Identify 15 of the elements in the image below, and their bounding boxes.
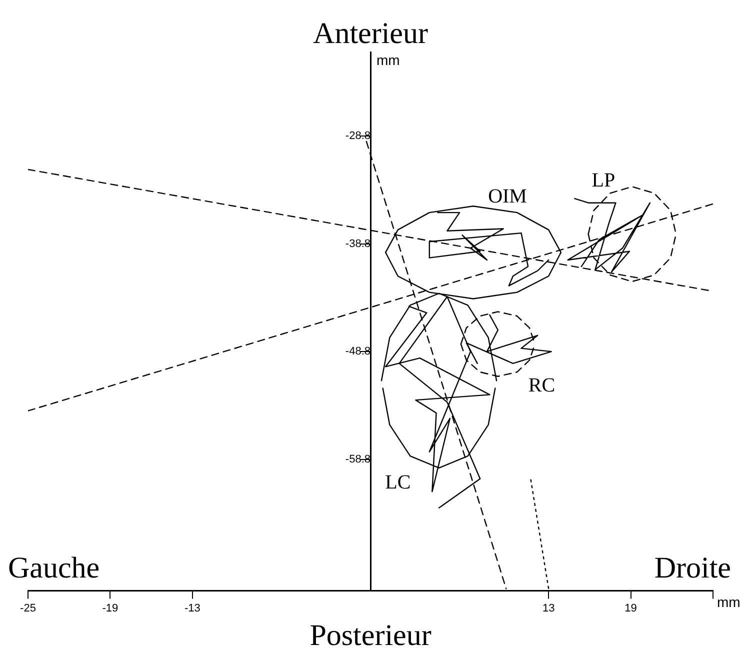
annotation: LC: [385, 471, 411, 494]
x-tick-label: -19: [102, 602, 118, 614]
annotation: OIM: [488, 186, 528, 208]
chart-title: Anterieur: [313, 16, 428, 50]
annotation: LP: [592, 170, 616, 192]
annotation: Droite: [654, 552, 731, 585]
x-tick-label: 13: [542, 602, 555, 614]
annotation: RC: [528, 374, 556, 396]
annotation: Gauche: [8, 552, 100, 585]
x-tick-label: -25: [20, 602, 36, 614]
x-tick-label: 19: [624, 602, 637, 614]
x-axis-title: Posterieur: [310, 618, 432, 652]
annotation: mm: [376, 52, 400, 68]
x-tick-label: -13: [184, 602, 200, 614]
text: mm: [717, 594, 740, 610]
